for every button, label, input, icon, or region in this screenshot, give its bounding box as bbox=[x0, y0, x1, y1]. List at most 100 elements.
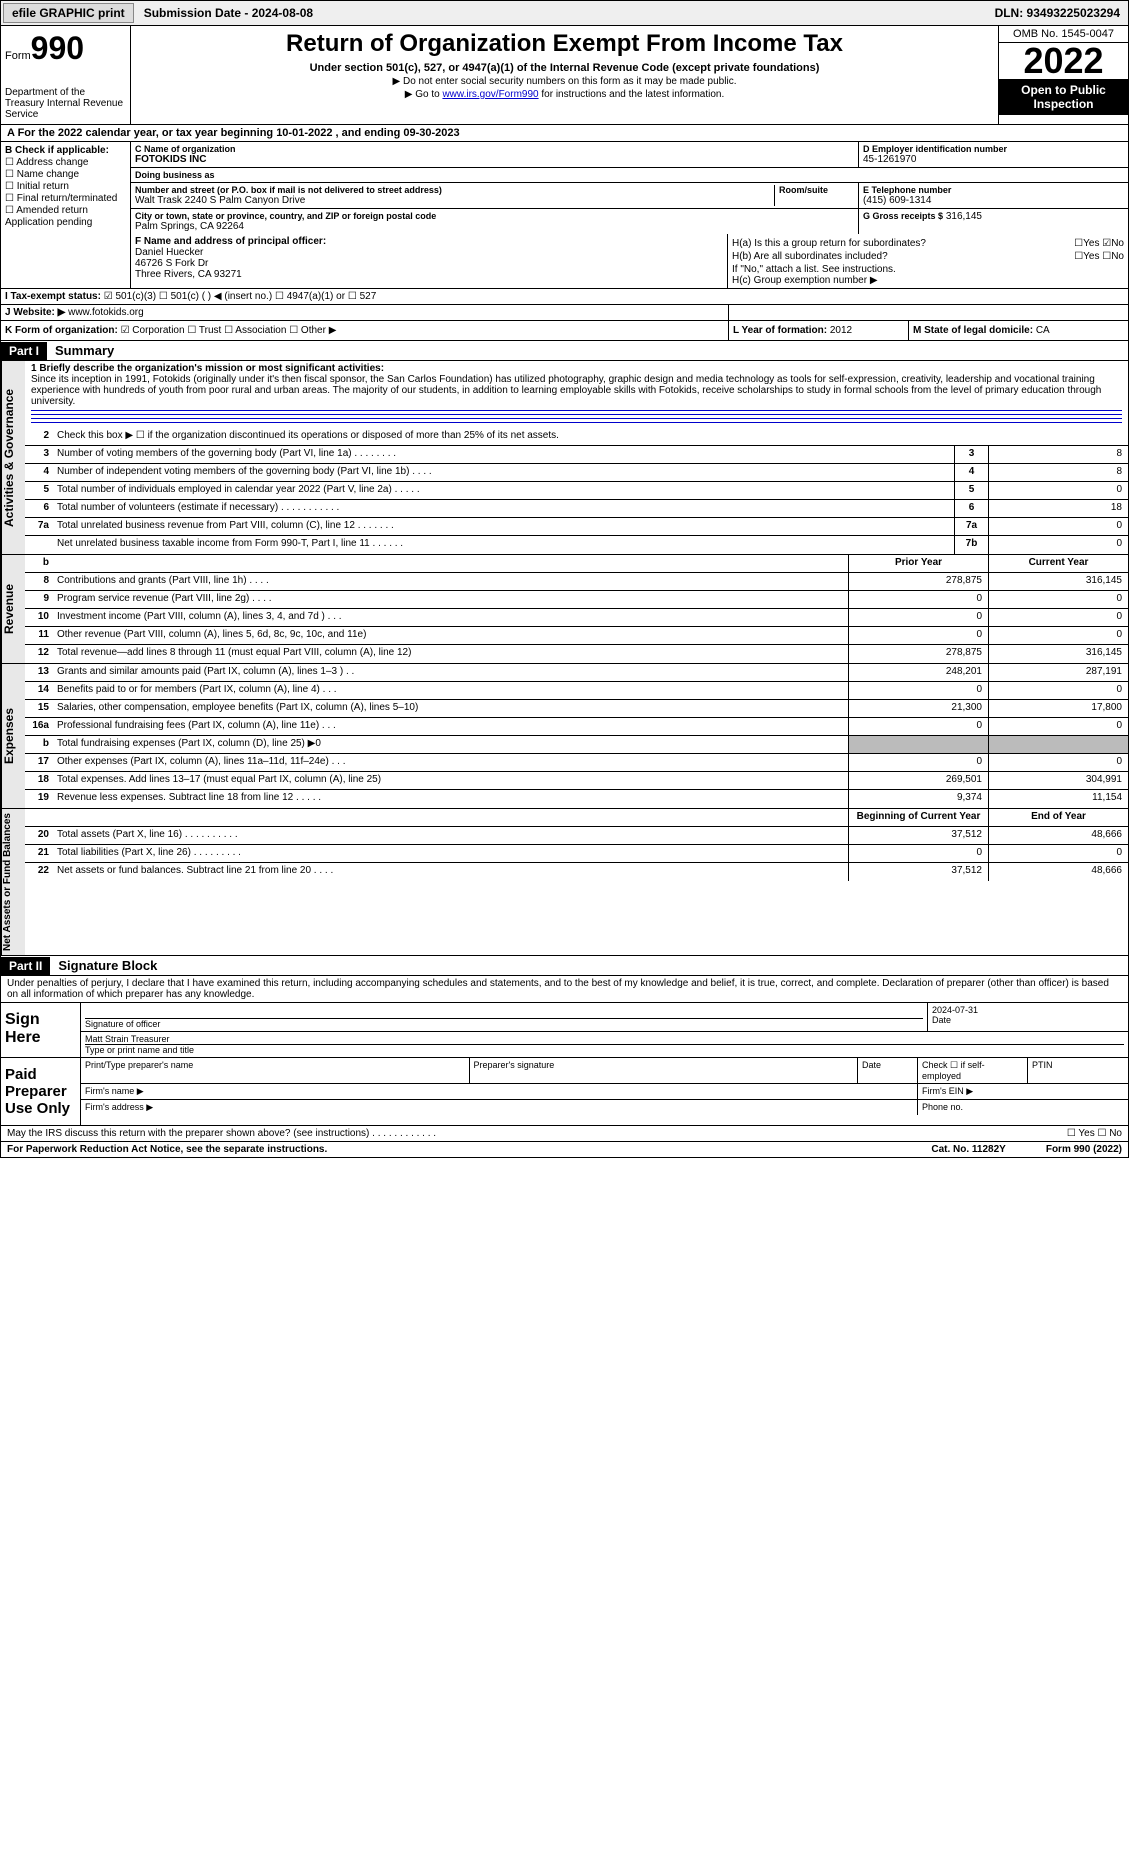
sig-date-label: Date bbox=[932, 1015, 951, 1025]
row-f-h: F Name and address of principal officer:… bbox=[0, 234, 1129, 289]
side-governance: Activities & Governance bbox=[1, 361, 25, 554]
footer-notice: For Paperwork Reduction Act Notice, see … bbox=[0, 1142, 1129, 1158]
table-row: 3Number of voting members of the governi… bbox=[25, 446, 1128, 464]
dba-label: Doing business as bbox=[135, 170, 854, 180]
b-item[interactable]: ☐ Final return/terminated bbox=[5, 193, 126, 204]
i-opts[interactable]: ☑ 501(c)(3) ☐ 501(c) ( ) ◀ (insert no.) … bbox=[104, 291, 377, 302]
officer-name: Daniel Huecker bbox=[135, 247, 723, 258]
m-label: M State of legal domicile: bbox=[913, 325, 1033, 336]
firm-phone: Phone no. bbox=[918, 1100, 1128, 1115]
col-c-name: C Name of organization FOTOKIDS INC bbox=[131, 142, 858, 167]
hdr-prior: Prior Year bbox=[848, 555, 988, 572]
ha-yn[interactable]: ☐Yes ☑No bbox=[1074, 238, 1124, 249]
side-expenses: Expenses bbox=[1, 664, 25, 808]
form-footer: Form 990 (2022) bbox=[1046, 1144, 1122, 1155]
col-e: E Telephone number (415) 609-1314 bbox=[858, 183, 1128, 208]
note-ssn: ▶ Do not enter social security numbers o… bbox=[135, 76, 994, 87]
ein: 45-1261970 bbox=[863, 154, 1124, 165]
b-item[interactable]: ☐ Amended return bbox=[5, 205, 126, 216]
firm-addr: Firm's address ▶ bbox=[81, 1100, 918, 1115]
side-netassets: Net Assets or Fund Balances bbox=[1, 809, 25, 955]
i-label: I Tax-exempt status: bbox=[5, 291, 101, 302]
table-row: 5Total number of individuals employed in… bbox=[25, 482, 1128, 500]
officer-addr2: Three Rivers, CA 93271 bbox=[135, 269, 723, 280]
state-domicile: CA bbox=[1036, 325, 1050, 336]
b-item[interactable]: Application pending bbox=[5, 217, 126, 228]
firm-ein: Firm's EIN ▶ bbox=[918, 1084, 1128, 1099]
g-label: G Gross receipts $ bbox=[863, 211, 943, 221]
row-a: A For the 2022 calendar year, or tax yea… bbox=[0, 125, 1129, 142]
col-b: B Check if applicable: ☐ Address change … bbox=[1, 142, 131, 234]
q1: 1 Briefly describe the organization's mi… bbox=[31, 363, 1122, 374]
sig-officer-label: Signature of officer bbox=[85, 1019, 160, 1029]
table-row: 21Total liabilities (Part X, line 26) . … bbox=[25, 845, 1128, 863]
paid-label: Paid Preparer Use Only bbox=[1, 1058, 81, 1125]
footer-discuss: May the IRS discuss this return with the… bbox=[0, 1126, 1129, 1142]
j-right bbox=[728, 305, 1128, 320]
table-row: 12Total revenue—add lines 8 through 11 (… bbox=[25, 645, 1128, 663]
ha-label: H(a) Is this a group return for subordin… bbox=[732, 238, 926, 249]
form-title: Return of Organization Exempt From Incom… bbox=[135, 30, 994, 58]
paid-h5: PTIN bbox=[1028, 1058, 1128, 1083]
paid-h4[interactable]: Check ☐ if self-employed bbox=[918, 1058, 1028, 1083]
form-number: 990 bbox=[31, 30, 84, 66]
part1-title: Summary bbox=[47, 341, 122, 360]
footer-yn[interactable]: ☐ Yes ☐ No bbox=[1067, 1128, 1122, 1139]
col-d-blank bbox=[858, 168, 1128, 182]
hdr-curr: Current Year bbox=[988, 555, 1128, 572]
topbar: efile GRAPHIC print Submission Date - 20… bbox=[0, 0, 1129, 26]
table-row: 4Number of independent voting members of… bbox=[25, 464, 1128, 482]
table-row: 19Revenue less expenses. Subtract line 1… bbox=[25, 790, 1128, 808]
table-row: 9Program service revenue (Part VIII, lin… bbox=[25, 591, 1128, 609]
na-hdr-prior: Beginning of Current Year bbox=[848, 809, 988, 826]
row-k-l-m: K Form of organization: ☑ Corporation ☐ … bbox=[0, 321, 1129, 341]
side-revenue: Revenue bbox=[1, 555, 25, 663]
note-post: for instructions and the latest informat… bbox=[539, 89, 725, 100]
netassets-section: Net Assets or Fund Balances Beginning of… bbox=[0, 809, 1129, 956]
l-label: L Year of formation: bbox=[733, 325, 827, 336]
b-item[interactable]: ☐ Name change bbox=[5, 169, 126, 180]
e-label: E Telephone number bbox=[863, 185, 1124, 195]
dept-treasury: Department of the Treasury Internal Reve… bbox=[5, 87, 126, 120]
city-label: City or town, state or province, country… bbox=[135, 211, 854, 221]
efile-print-button[interactable]: efile GRAPHIC print bbox=[3, 3, 134, 23]
dln: DLN: 93493225023294 bbox=[987, 4, 1128, 22]
mission-text: Since its inception in 1991, Fotokids (o… bbox=[31, 374, 1122, 407]
b-item[interactable]: ☐ Initial return bbox=[5, 181, 126, 192]
gross-receipts: 316,145 bbox=[946, 211, 982, 222]
city: Palm Springs, CA 92264 bbox=[135, 221, 854, 232]
j-label: J Website: ▶ bbox=[5, 307, 65, 318]
col-f: F Name and address of principal officer:… bbox=[131, 234, 728, 288]
sig-name-label: Type or print name and title bbox=[85, 1045, 194, 1055]
governance-section: Activities & Governance 1 Briefly descri… bbox=[0, 361, 1129, 555]
table-row: 14Benefits paid to or for members (Part … bbox=[25, 682, 1128, 700]
officer-addr1: 46726 S Fork Dr bbox=[135, 258, 723, 269]
hc-label: H(c) Group exemption number ▶ bbox=[732, 275, 1124, 286]
part1-header: Part I Summary bbox=[0, 341, 1129, 361]
section-b-to-g: B Check if applicable: ☐ Address change … bbox=[0, 142, 1129, 234]
irs-link[interactable]: www.irs.gov/Form990 bbox=[442, 89, 538, 100]
b-item[interactable]: ☐ Address change bbox=[5, 157, 126, 168]
q2[interactable]: Check this box ▶ ☐ if the organization d… bbox=[53, 428, 1128, 445]
hb-label: H(b) Are all subordinates included? bbox=[732, 251, 888, 262]
cat-no: Cat. No. 11282Y bbox=[931, 1144, 1005, 1155]
table-row: 10Investment income (Part VIII, column (… bbox=[25, 609, 1128, 627]
table-row: 8Contributions and grants (Part VIII, li… bbox=[25, 573, 1128, 591]
table-row: 18Total expenses. Add lines 13–17 (must … bbox=[25, 772, 1128, 790]
table-row: 11Other revenue (Part VIII, column (A), … bbox=[25, 627, 1128, 645]
declaration: Under penalties of perjury, I declare th… bbox=[0, 976, 1129, 1003]
website[interactable]: www.fotokids.org bbox=[68, 307, 144, 318]
col-c-dba: Doing business as bbox=[131, 168, 858, 182]
tax-year: 2022 bbox=[999, 43, 1128, 79]
d-label: D Employer identification number bbox=[863, 144, 1124, 154]
hb-yn[interactable]: ☐Yes ☐No bbox=[1074, 251, 1124, 262]
header-center: Return of Organization Exempt From Incom… bbox=[131, 26, 998, 124]
k-opts[interactable]: ☑ Corporation ☐ Trust ☐ Association ☐ Ot… bbox=[121, 325, 337, 336]
paperwork-notice: For Paperwork Reduction Act Notice, see … bbox=[7, 1144, 327, 1155]
sign-here: Sign Here Signature of officer 2024-07-3… bbox=[0, 1003, 1129, 1058]
phone: (415) 609-1314 bbox=[863, 195, 1124, 206]
table-row: 15Salaries, other compensation, employee… bbox=[25, 700, 1128, 718]
table-row: 13Grants and similar amounts paid (Part … bbox=[25, 664, 1128, 682]
paid-h1: Print/Type preparer's name bbox=[81, 1058, 470, 1083]
table-row: bTotal fundraising expenses (Part IX, co… bbox=[25, 736, 1128, 754]
